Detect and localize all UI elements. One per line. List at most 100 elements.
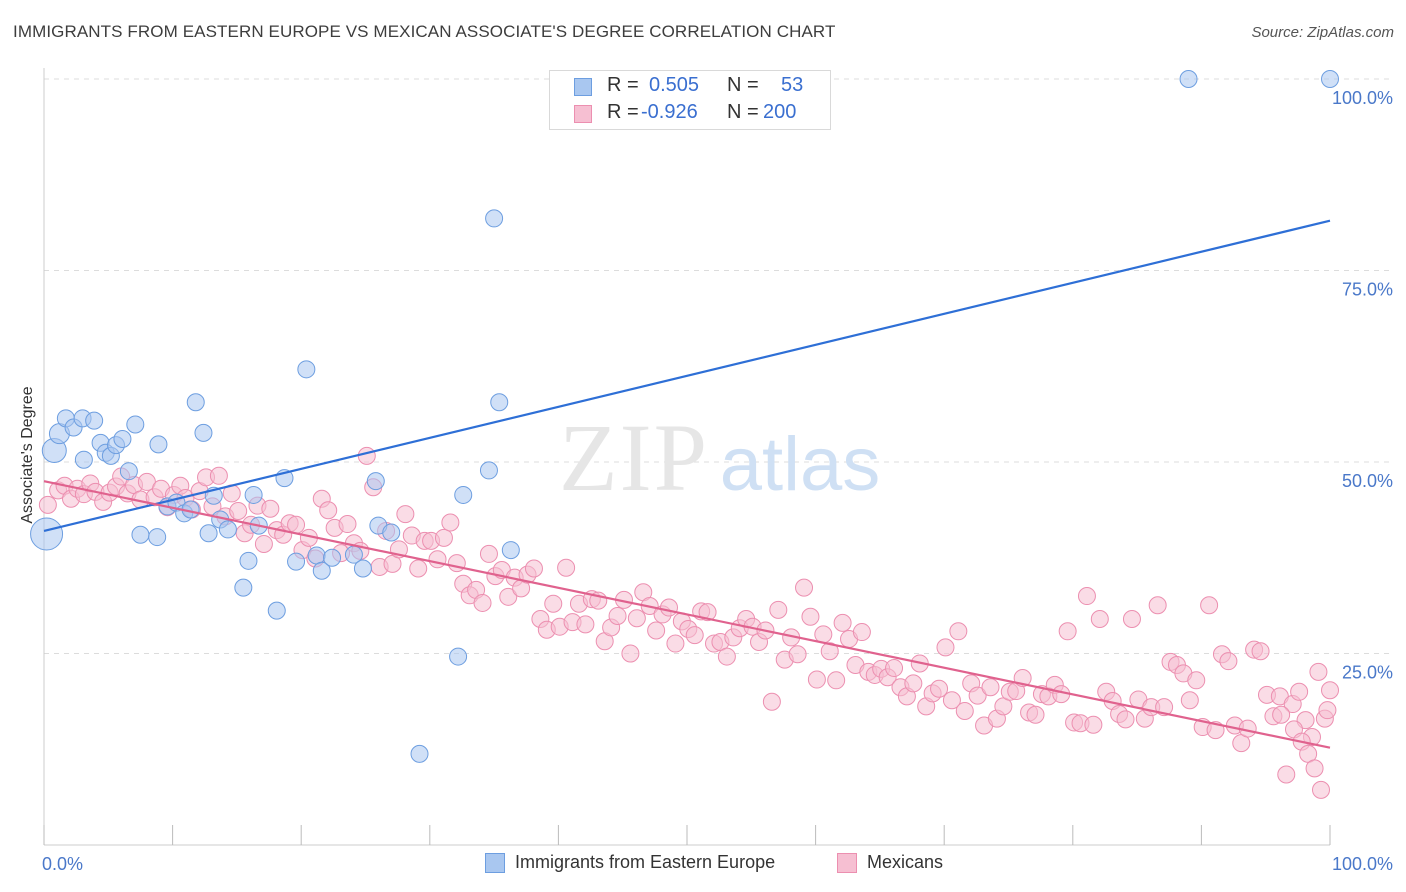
legend-n-value-2: 200	[763, 101, 797, 123]
legend-label-eastern-europe: Immigrants from Eastern Europe	[515, 852, 776, 872]
legend-r-value-2: -0.926	[641, 101, 698, 123]
legend-item-mexicans: Mexicans	[837, 852, 943, 873]
mexicans-point	[479, 544, 498, 563]
mexicans-point	[1187, 671, 1206, 690]
mexicans-point	[338, 515, 357, 534]
mexicans-point	[229, 502, 248, 521]
mexicans-point	[762, 692, 781, 711]
mexicans-point	[1318, 701, 1337, 720]
mexicans-point	[557, 558, 576, 577]
mexicans-point	[1116, 710, 1135, 729]
mexicans-point	[981, 678, 1000, 697]
legend-n-label-1: N =	[727, 74, 759, 96]
mexicans-point	[396, 505, 415, 524]
mexicans-point	[795, 578, 814, 597]
eastern-europe-point	[30, 517, 64, 551]
eastern-europe-point	[194, 423, 213, 442]
y-tick-label: 75.0%	[1342, 280, 1393, 300]
legend-swatch-pink	[574, 105, 592, 123]
mexicans-point	[544, 594, 563, 613]
eastern-europe-point	[186, 393, 205, 412]
eastern-europe-point	[239, 551, 258, 570]
eastern-europe-points	[30, 70, 1339, 763]
mexicans-point	[685, 626, 704, 645]
mexicans-point	[904, 674, 923, 693]
eastern-europe-point	[218, 520, 237, 539]
mexicans-point	[885, 659, 904, 678]
mexicans-point	[434, 528, 453, 547]
mexicans-point	[1305, 759, 1324, 778]
eastern-europe-point	[485, 209, 504, 228]
mexicans-point	[659, 598, 678, 617]
eastern-europe-point	[353, 559, 372, 578]
mexicans-point	[647, 621, 666, 640]
mexicans-point	[1077, 587, 1096, 606]
mexicans-point	[666, 634, 685, 653]
eastern-europe-trend-line	[43, 219, 1331, 533]
mexicans-point	[254, 534, 273, 553]
eastern-europe-point	[1179, 70, 1198, 88]
eastern-europe-point	[1321, 70, 1339, 88]
mexicans-point	[968, 686, 987, 705]
eastern-europe-point	[113, 430, 132, 449]
mexicans-point	[1309, 662, 1328, 681]
eastern-europe-point	[199, 524, 218, 543]
eastern-europe-point	[287, 552, 306, 571]
x-tick-label: 0.0%	[42, 854, 83, 874]
gridlines	[44, 78, 1392, 654]
legend-r-label-1: R =	[607, 74, 639, 96]
eastern-europe-point	[74, 450, 93, 469]
legend-swatch-eastern-europe	[485, 852, 505, 873]
eastern-europe-point	[149, 435, 168, 454]
legend-item-eastern-europe: Immigrants from Eastern Europe	[485, 852, 775, 873]
mexicans-point	[1272, 705, 1291, 724]
mexicans-point	[1058, 622, 1077, 641]
mexicans-point	[955, 701, 974, 720]
mexicans-point	[441, 513, 460, 532]
eastern-europe-point	[307, 546, 326, 565]
trend-lines	[43, 219, 1331, 749]
mexicans-point	[627, 609, 646, 628]
eastern-europe-point	[148, 528, 167, 547]
mexicans-point	[1219, 652, 1238, 671]
mexicans-point	[209, 466, 228, 485]
chart-title: IMMIGRANTS FROM EASTERN EUROPE VS MEXICA…	[13, 22, 836, 41]
mexicans-point	[827, 671, 846, 690]
mexicans-point	[287, 515, 306, 534]
mexicans-point	[1122, 610, 1141, 629]
mexicans-point	[1090, 610, 1109, 629]
eastern-europe-point	[119, 462, 138, 481]
eastern-europe-point	[449, 647, 468, 666]
source-label: Source: ZipAtlas.com	[1251, 24, 1394, 41]
mexicans-point	[1148, 596, 1167, 615]
watermark-zip: ZIP	[559, 404, 709, 511]
mexicans-point	[1321, 681, 1339, 700]
mexicans-point	[801, 607, 820, 626]
mexicans-point	[357, 446, 376, 465]
mexicans-point	[949, 622, 968, 641]
mexicans-point	[769, 600, 788, 619]
mexicans-point	[409, 559, 428, 578]
mexicans-point	[1200, 596, 1219, 615]
stats-legend: R = 0.505 N = 53 R = -0.926 N = 200	[549, 70, 831, 130]
eastern-europe-point	[490, 393, 509, 412]
legend-n-label-2: N =	[727, 101, 759, 123]
mexicans-trend-line	[43, 480, 1331, 749]
mexicans-point	[261, 499, 280, 518]
eastern-europe-point	[126, 415, 145, 434]
eastern-europe-point	[244, 485, 263, 504]
mexicans-point	[576, 615, 595, 634]
y-tick-label: 25.0%	[1342, 663, 1393, 683]
mexicans-point	[717, 647, 736, 666]
eastern-europe-point	[85, 411, 104, 430]
y-tick-label: 100.0%	[1332, 88, 1393, 108]
mexicans-point	[473, 593, 492, 612]
tick-labels: 25.0% 50.0% 75.0% 100.0% 0.0% 100.0%	[42, 88, 1393, 874]
mexicans-point	[1251, 642, 1270, 661]
eastern-europe-point	[366, 472, 385, 491]
mexicans-point	[833, 613, 852, 632]
eastern-europe-point	[454, 485, 473, 504]
watermark-atlas: atlas	[720, 422, 881, 507]
eastern-europe-point	[479, 461, 498, 480]
